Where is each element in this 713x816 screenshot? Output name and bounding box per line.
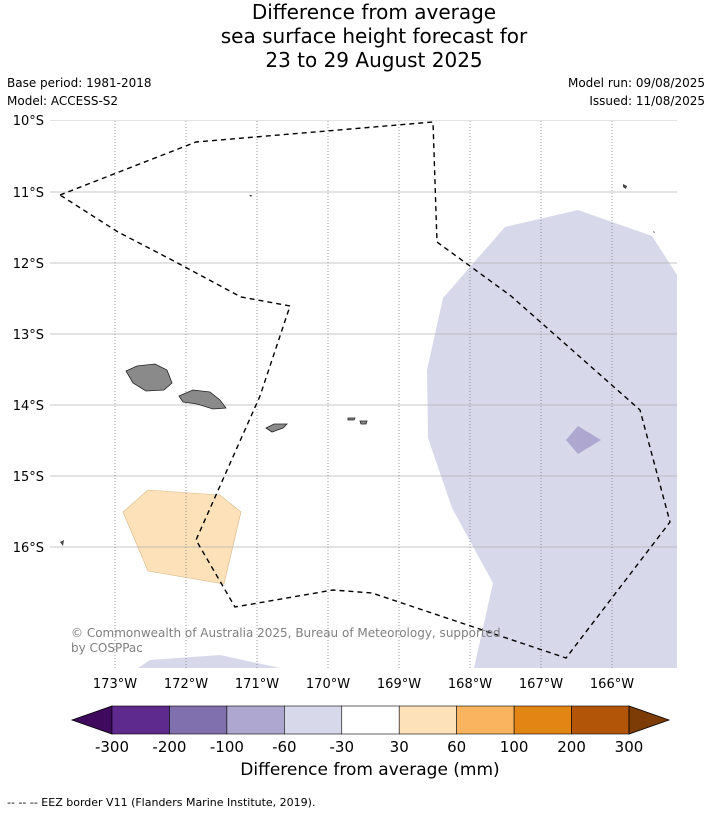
- title-line-3: 23 to 29 August 2025: [265, 48, 483, 72]
- meta-left: Base period: 1981-2018 Model: ACCESS-S2: [7, 74, 152, 110]
- lat-tick-label: 11°S: [13, 186, 44, 201]
- colorbar-extend-high: [628, 705, 671, 735]
- colorbar-tick-label: 300: [615, 738, 644, 756]
- savaii-island: [125, 363, 173, 392]
- manua-island-2: [359, 420, 368, 425]
- colorbar-tick-label: 30: [390, 738, 409, 756]
- title-line-1: Difference from average: [251, 0, 497, 24]
- colorbar-segment: [284, 705, 343, 735]
- lon-tick-label: 171°W: [235, 677, 279, 692]
- lat-tick-label: 15°S: [13, 470, 44, 485]
- colorbar: -300 -200 -100 -60 -30 30 60 100 200 300: [70, 705, 671, 756]
- lon-tick-label: 172°W: [164, 677, 208, 692]
- lon-tick-label: 169°W: [377, 677, 421, 692]
- colorbar-segment: [398, 705, 457, 735]
- map-title: Difference from average sea surface heig…: [0, 0, 713, 72]
- colorbar-segment: [226, 705, 285, 735]
- latitude-labels: 10°S 11°S 12°S 13°S 14°S 15°S 16°S: [13, 114, 44, 556]
- colorbar-extend-low: [70, 705, 113, 735]
- bottom-anomaly-strip: [138, 655, 280, 668]
- eez-legend-note: -- -- -- EEZ border V11 (Flanders Marine…: [7, 796, 316, 809]
- colorbar-segment: [571, 705, 630, 735]
- small-island-4: [60, 540, 64, 546]
- colorbar-segment: [169, 705, 228, 735]
- colorbar-segment: [456, 705, 515, 735]
- lon-tick-label: 167°W: [519, 677, 563, 692]
- lat-tick-label: 16°S: [13, 541, 44, 556]
- colorbar-segment: [111, 705, 170, 735]
- colorbar-tick-label: 60: [447, 738, 466, 756]
- negative-anomaly-region: [427, 210, 677, 668]
- small-island-3: [653, 231, 655, 233]
- map-plot-area: [50, 120, 677, 668]
- lon-tick-label: 166°W: [590, 677, 634, 692]
- small-island-1: [249, 195, 252, 197]
- lat-tick-label: 13°S: [13, 328, 44, 343]
- lon-tick-label: 173°W: [93, 677, 137, 692]
- small-island-2: [623, 184, 627, 189]
- longitude-labels: 173°W 172°W 171°W 170°W 169°W 168°W 167°W 166°W: [93, 677, 634, 692]
- lat-tick-label: 14°S: [13, 399, 44, 414]
- colorbar-segment: [513, 705, 572, 735]
- base-period: Base period: 1981-2018: [7, 76, 152, 90]
- colorbar-tick-label: -200: [152, 738, 186, 756]
- lon-tick-label: 168°W: [448, 677, 492, 692]
- lon-tick-label: 170°W: [306, 677, 350, 692]
- model-run: Model run: 09/08/2025: [567, 76, 705, 90]
- colorbar-segment: [341, 705, 400, 735]
- colorbar-tick-label: -100: [210, 738, 244, 756]
- manua-island-1: [347, 417, 356, 421]
- colorbar-tick-label: -30: [330, 738, 355, 756]
- tutuila-island: [265, 423, 288, 433]
- negative-anomaly-spot: [566, 426, 601, 454]
- copyright-notice: © Commonwealth of Australia 2025, Bureau…: [71, 626, 501, 655]
- colorbar-tick-label: -300: [95, 738, 129, 756]
- colorbar-tick-label: 100: [500, 738, 529, 756]
- lat-tick-label: 10°S: [13, 114, 44, 129]
- meta-right: Model run: 09/08/2025 Issued: 11/08/2025: [568, 74, 705, 110]
- title-line-2: sea surface height forecast for: [220, 24, 528, 48]
- lat-tick-label: 12°S: [13, 257, 44, 272]
- positive-anomaly-region: [122, 489, 242, 585]
- model-name: Model: ACCESS-S2: [7, 94, 119, 108]
- colorbar-label: Difference from average (mm): [240, 760, 500, 780]
- issued-date: Issued: 11/08/2025: [589, 94, 705, 108]
- upolu-island: [178, 389, 227, 410]
- latitude-gridlines: [50, 120, 677, 548]
- colorbar-tick-label: 200: [557, 738, 586, 756]
- colorbar-tick-label: -60: [272, 738, 297, 756]
- eez-border-samoa: [58, 121, 671, 659]
